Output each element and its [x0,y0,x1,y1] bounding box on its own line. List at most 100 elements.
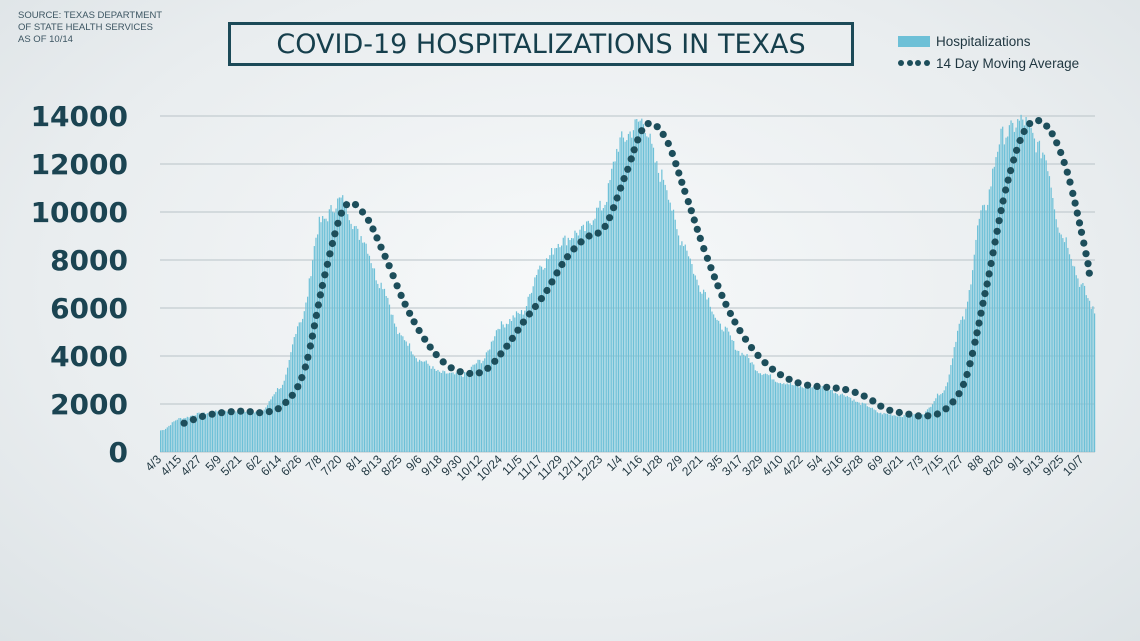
average-dot [687,207,695,215]
bar [519,313,521,452]
bar [393,323,396,452]
average-dot [1004,176,1012,184]
bar [676,229,678,452]
bar [333,212,335,452]
bar [465,372,467,452]
bar [233,412,235,452]
bar [786,383,788,452]
bar [415,358,417,452]
bar [657,172,660,452]
bar [838,395,840,452]
bar [933,401,935,452]
bar [768,375,770,452]
bar [547,259,549,452]
bar [769,374,772,452]
bar [1085,295,1087,452]
bar [303,311,305,452]
bar [327,221,329,452]
bar [367,253,369,452]
bar [835,392,837,452]
bar [345,200,347,452]
x-tick-label: 7/27 [940,452,967,479]
bar [318,216,320,452]
bar [475,363,477,452]
average-dot [754,351,762,359]
bar [243,411,245,452]
bar [886,413,889,452]
bar [432,366,434,452]
bar [1073,266,1076,452]
bar [464,371,466,452]
bar [915,413,917,452]
bar [515,311,518,452]
bar [320,222,322,452]
average-dot [227,408,235,416]
bar [362,242,364,452]
bar [589,223,591,452]
bar [482,360,484,452]
bar [196,412,198,452]
bar [1010,120,1012,453]
bar [774,381,777,452]
bar [342,195,344,452]
bar [485,352,488,452]
bar [1087,298,1089,452]
bar [422,361,424,452]
bar [1008,125,1010,453]
average-dot [703,254,712,262]
bar [704,292,706,452]
bar [1062,238,1064,452]
bar [250,411,252,452]
bar [591,224,593,452]
bar [694,275,696,452]
bar [860,405,862,452]
average-dot [993,227,1001,235]
average-dot [393,282,401,290]
bar [286,367,289,452]
average-dot [585,232,593,240]
bar [514,317,516,452]
average-dot [995,217,1003,225]
x-tick-label: 4/22 [779,452,806,479]
bar [985,210,987,452]
bar [427,363,429,452]
average-dot [301,363,309,371]
average-dot [832,384,840,392]
bar [358,239,361,452]
average-dot [421,335,429,343]
bar [946,382,949,452]
chart-legend: Hospitalizations 14 Day Moving Average [898,30,1079,74]
bar [313,246,315,452]
bar [696,279,698,452]
bar [295,333,297,452]
bar [285,374,287,452]
bar [627,133,630,452]
bar [352,229,354,452]
average-dot [886,406,894,414]
x-tick-label: 2/21 [679,452,706,479]
bar [794,384,797,452]
bar [778,383,780,452]
bar [763,374,765,452]
average-dot [804,381,812,389]
average-dot [274,405,282,413]
bar [818,387,820,452]
bar [806,388,808,452]
bar [918,413,920,452]
average-dot [484,364,492,372]
bar [161,430,163,452]
bar [642,124,645,453]
bar [323,218,325,452]
bar [1012,122,1014,452]
average-dot [558,260,566,269]
bar [557,243,559,452]
average-dot [314,301,322,309]
bar [581,226,583,452]
bar-series [160,114,1096,453]
bar [905,415,907,452]
bar [390,314,392,452]
bar [317,234,319,452]
average-dot [410,318,418,326]
bar [865,403,867,452]
average-dot [842,386,850,394]
